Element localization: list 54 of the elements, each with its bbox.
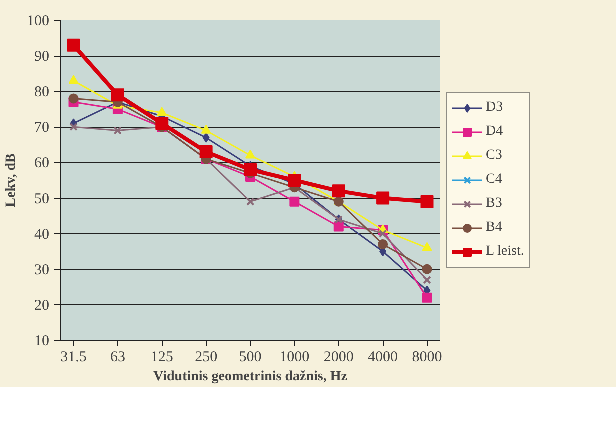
y-tick-label: 90 <box>34 49 50 66</box>
point <box>67 38 80 52</box>
y-tick-label: 40 <box>34 226 50 243</box>
point <box>156 117 169 130</box>
y-tick-label: 30 <box>34 262 50 278</box>
point <box>202 132 210 143</box>
point <box>200 146 213 159</box>
x-tick-label: 4000 <box>368 350 398 366</box>
legend-label: C4 <box>486 172 504 188</box>
point <box>157 107 168 116</box>
y-tick-label: 10 <box>34 334 50 350</box>
point <box>378 230 388 238</box>
y-tick-label: 80 <box>34 84 50 101</box>
point <box>332 184 346 198</box>
y-tick-label: 20 <box>34 298 50 314</box>
x-tick-label: 500 <box>239 350 262 366</box>
point <box>423 276 432 284</box>
x-tick-label: 2000 <box>324 350 354 366</box>
point <box>288 174 302 187</box>
point <box>290 196 300 207</box>
point <box>334 222 344 232</box>
point <box>422 264 432 274</box>
point <box>244 163 257 176</box>
point <box>422 292 432 303</box>
point <box>376 192 390 205</box>
y-tick-label: 50 <box>34 191 50 208</box>
point <box>68 94 79 104</box>
legend-label: B4 <box>486 220 504 236</box>
x-tick-label: 250 <box>195 350 218 366</box>
x-axis-title: Vidutinis geometrinis dažnis, Hz <box>154 370 348 384</box>
point <box>378 240 388 250</box>
x-tick-label: 8000 <box>412 350 442 366</box>
point <box>111 88 124 102</box>
legend-label: D3 <box>486 100 504 116</box>
point <box>114 126 122 135</box>
y-tick-label: 70 <box>34 120 50 136</box>
x-tick-label: 125 <box>150 350 174 366</box>
x-tick-label: 63 <box>110 350 126 366</box>
point <box>246 150 256 159</box>
point <box>246 198 255 206</box>
legend-label: B3 <box>486 196 504 212</box>
point <box>70 122 78 132</box>
legend-label: D4 <box>486 124 504 140</box>
y-tick-label: 100 <box>27 14 50 30</box>
point <box>201 125 212 134</box>
y-tick-label: 60 <box>34 156 50 172</box>
point <box>420 195 434 208</box>
legend-label: L leist. <box>486 244 524 260</box>
point <box>68 75 79 84</box>
x-tick-label: 1000 <box>280 350 310 366</box>
x-tick-label: 31.5 <box>60 350 87 366</box>
y-axis-title: Lekv, dB <box>4 154 19 208</box>
point <box>422 242 432 252</box>
legend-label: C3 <box>486 148 504 164</box>
